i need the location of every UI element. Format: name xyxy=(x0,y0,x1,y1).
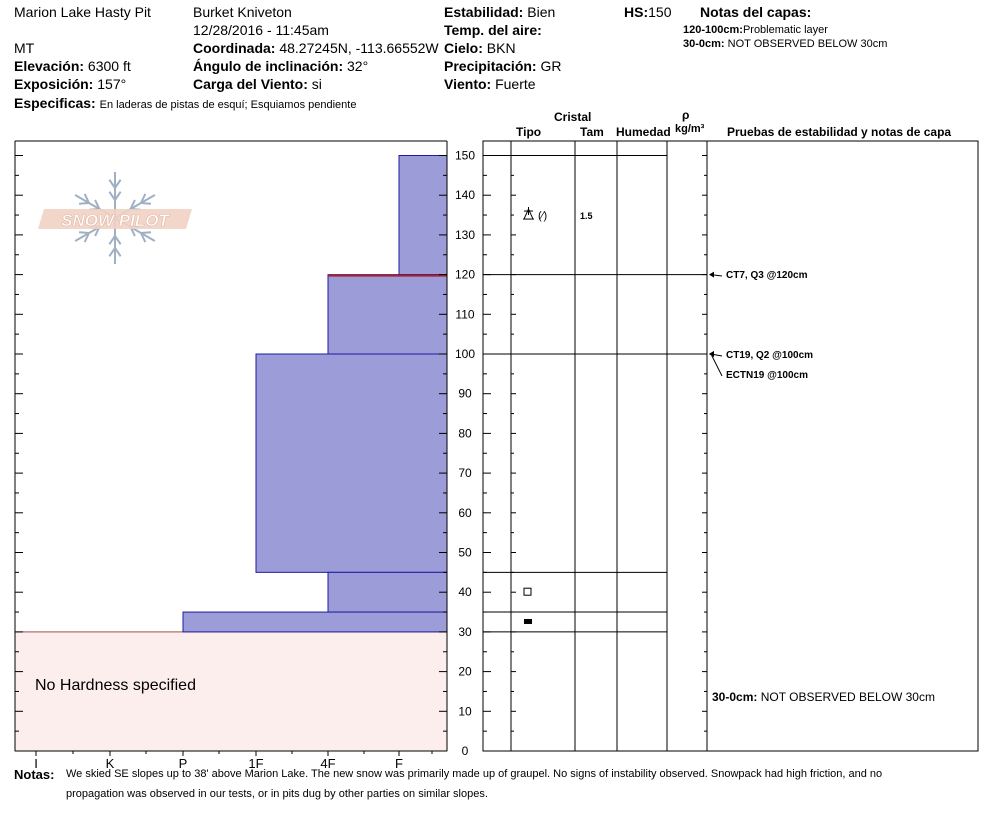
profile-frame xyxy=(482,140,979,752)
snowflake-branch xyxy=(140,193,147,204)
sky: Cielo: BKN xyxy=(444,40,516,56)
x-tick-label: K xyxy=(106,756,115,771)
hardness-layer xyxy=(398,155,448,276)
snowflake-branch xyxy=(114,235,122,245)
y-tick-label: 10 xyxy=(458,704,472,718)
notes-label: Notas: xyxy=(14,767,55,782)
size-header: Tam xyxy=(580,125,604,139)
y-tick-label: 0 xyxy=(462,744,469,758)
logo-text: SNOW PILOT xyxy=(61,211,170,230)
logo-banner xyxy=(38,209,192,229)
test-arrowhead xyxy=(709,271,714,278)
layer-notes-title: Notas del capas: xyxy=(700,4,812,20)
snowflake-branch xyxy=(94,199,101,210)
notes-line: We skied SE slopes up to 38' above Mario… xyxy=(66,768,883,780)
air-temp: Temp. del aire: xyxy=(444,22,542,38)
y-tick-label: 80 xyxy=(458,426,472,440)
stability-test: CT7, Q3 @120cm xyxy=(726,270,808,281)
grain-and-test-marks: (⁄) xyxy=(523,207,723,624)
exposure: Exposición: 157° xyxy=(14,76,127,92)
y-tick-label: 30 xyxy=(458,625,472,639)
snowflake-branch xyxy=(114,247,122,257)
snowflake-branch xyxy=(129,199,136,210)
y-tick-label: 100 xyxy=(455,347,475,361)
density-symbol: ρ xyxy=(682,108,690,122)
snow-height: HS:150 xyxy=(624,4,672,20)
test-arrowhead xyxy=(709,351,714,357)
layer-boundaries xyxy=(483,155,707,633)
tests-header: Pruebas de estabilidad y notas de capa xyxy=(727,125,952,139)
crust-symbol xyxy=(524,618,532,624)
no-hardness-text: No Hardness specified xyxy=(35,677,196,694)
test-pointer xyxy=(710,353,723,377)
y-tick-label: 110 xyxy=(455,307,474,321)
snowflake-branch xyxy=(108,235,116,245)
hardness-layer xyxy=(327,571,448,613)
type-header: Tipo xyxy=(516,125,542,139)
density-unit: kg/m³ xyxy=(675,123,705,135)
snowflake-branch xyxy=(108,247,116,257)
no-data-area xyxy=(14,631,448,752)
x-tick-label: F xyxy=(395,756,403,771)
secondary-grain: (⁄) xyxy=(538,210,547,222)
hardness-layers xyxy=(182,155,448,633)
precipitation: Precipitación: GR xyxy=(444,58,562,74)
hardness-layer xyxy=(255,353,448,573)
y-tick-label: 40 xyxy=(458,585,472,599)
x-tick-label: 4F xyxy=(320,756,335,771)
crystal-size-value: 1.5 xyxy=(580,211,593,221)
stability: Estabilidad: Bien xyxy=(444,4,556,20)
stability-test: ECTN19 @100cm xyxy=(726,370,809,381)
x-tick-label: 1F xyxy=(248,756,263,771)
chart-frames xyxy=(14,140,979,752)
x-tick-label: P xyxy=(179,756,188,771)
y-tick-label: 130 xyxy=(455,228,475,242)
graupel-symbol: (⁄) xyxy=(523,207,547,222)
y-tick-label: 140 xyxy=(455,188,475,202)
hardness-layer xyxy=(182,611,448,633)
bottom-layer-note: 30-0cm: NOT OBSERVED BELOW 30cm xyxy=(712,690,935,704)
snowflake-branch xyxy=(78,202,90,205)
snowflake-branch xyxy=(83,232,90,243)
y-tick-label: 20 xyxy=(458,665,472,679)
snowflake-branch xyxy=(114,191,122,201)
snowflake-branch xyxy=(140,202,152,205)
snowflake-branch xyxy=(140,231,152,234)
notes-line: propagation was observed in our tests, o… xyxy=(66,788,488,800)
datetime: 12/28/2016 - 11:45am xyxy=(193,22,329,38)
y-tick-label: 70 xyxy=(458,466,472,480)
y-tick-label: 90 xyxy=(458,387,472,401)
y-tick-label: 150 xyxy=(455,149,475,163)
no-data-region xyxy=(14,631,448,752)
snowflake-branch xyxy=(114,179,122,189)
wind: Viento: Fuerte xyxy=(444,76,536,92)
crystal-header: Cristal xyxy=(554,110,592,124)
wind-loading: Carga del Viento: si xyxy=(193,76,322,92)
coordinates: Coordinada: 48.27245N, -113.66552W xyxy=(193,40,439,56)
moisture-header: Humedad xyxy=(616,125,671,139)
observer: Burket Kniveton xyxy=(193,4,292,20)
site-name: Marion Lake Hasty Pit xyxy=(14,4,151,20)
snowflake-branch xyxy=(108,179,116,189)
layer-note: 30-0cm: NOT OBSERVED BELOW 30cm xyxy=(683,38,888,50)
snowflake-branch xyxy=(108,191,116,201)
slope-angle: Ángulo de inclinación: 32° xyxy=(193,58,369,74)
x-tick-label: I xyxy=(34,756,38,771)
y-tick-label: 60 xyxy=(458,506,472,520)
axis-ticks: I K P 1F 4F F 0 10 20 30 40 50 60 70 80 90 100 110 120 130 1… xyxy=(15,149,707,771)
y-tick-label: 120 xyxy=(455,268,475,282)
snowflake-branch xyxy=(140,232,147,243)
state: MT xyxy=(14,40,35,56)
stability-test: CT19, Q2 @100cm xyxy=(726,350,814,361)
specifics: Especificas: En laderas de pistas de esq… xyxy=(14,95,357,111)
layer-note: 120-100cm:Problematic layer xyxy=(683,24,828,36)
snowflake-branch xyxy=(83,193,90,204)
faceted-symbol xyxy=(523,587,532,596)
elevation: Elevación: 6300 ft xyxy=(14,58,131,74)
snowflake-branch xyxy=(78,231,90,234)
hardness-layer xyxy=(327,274,448,355)
y-tick-label: 50 xyxy=(458,546,472,560)
snowpilot-logo: SNOW PILOT xyxy=(38,172,192,264)
